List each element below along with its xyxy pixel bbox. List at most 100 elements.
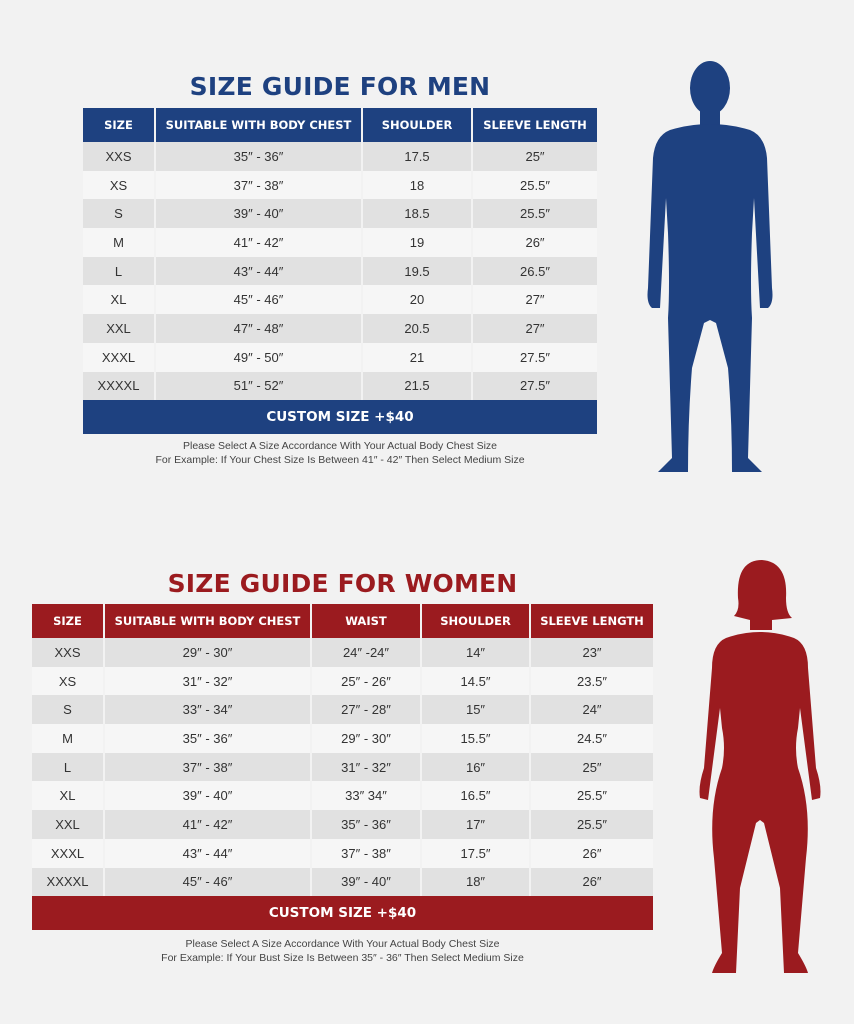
women-table-cell: 31″ - 32″ — [311, 752, 422, 782]
men-header-cell: SIZE — [83, 108, 156, 142]
men-table-cell: 18 — [362, 170, 473, 200]
women-note-line2: For Example: If Your Bust Size Is Betwee… — [161, 952, 524, 964]
women-table-cell: 25″ — [530, 752, 653, 782]
men-table-cell: XXXL — [83, 342, 156, 372]
men-table-row: XS 37″ - 38″ 18 25.5″ — [83, 170, 597, 200]
men-table-cell: 19 — [362, 228, 473, 257]
men-table-cell: 49″ - 50″ — [155, 342, 363, 372]
men-header-row: SIZE SUITABLE WITH BODY CHEST SHOULDER SLEE… — [83, 108, 597, 142]
men-table-cell: 20 — [362, 285, 473, 315]
men-table-cell: XS — [83, 170, 156, 200]
women-header-cell: SUITABLE WITH BODY CHEST — [104, 604, 312, 638]
men-table-cell: 51″ - 52″ — [155, 371, 363, 401]
women-note-line1: Please Select A Size Accordance With You… — [185, 938, 500, 950]
women-custom-size-banner: CUSTOM SIZE +$40 — [32, 896, 653, 930]
women-header-cell: SLEEVE LENGTH — [530, 604, 653, 638]
women-table-cell: 23″ — [530, 638, 653, 667]
men-table-cell: 20.5 — [362, 314, 473, 343]
men-table-cell: 26″ — [472, 228, 597, 257]
women-table-cell: XXXL — [32, 838, 105, 868]
women-table-cell: XS — [32, 666, 105, 696]
men-table-cell: 26.5″ — [472, 256, 597, 286]
women-table-cell: 14.5″ — [421, 666, 531, 696]
men-table-row: XXL 47″ - 48″ 20.5 27″ — [83, 314, 597, 343]
women-table-row: M 35″ - 36″ 29″ - 30″ 15.5″ 24.5″ — [32, 724, 653, 753]
women-table-cell: 33″ 34″ — [311, 781, 422, 811]
women-header-cell: SHOULDER — [421, 604, 531, 638]
women-table-cell: 26″ — [530, 867, 653, 897]
men-size-table: SIZE SUITABLE WITH BODY CHEST SHOULDER SLEE… — [83, 108, 597, 401]
women-table-cell: M — [32, 724, 105, 753]
men-table-row: S 39″ - 40″ 18.5 25.5″ — [83, 199, 597, 229]
men-table-row: XL 45″ - 46″ 20 27″ — [83, 285, 597, 315]
women-table-cell: 15″ — [421, 695, 531, 725]
women-table-cell: 45″ - 46″ — [104, 867, 312, 897]
men-table-row: M 41″ - 42″ 19 26″ — [83, 228, 597, 257]
women-table-cell: L — [32, 752, 105, 782]
women-table-cell: 24″ -24″ — [311, 638, 422, 667]
women-table-cell: XL — [32, 781, 105, 811]
men-table-cell: 45″ - 46″ — [155, 285, 363, 315]
men-table-cell: S — [83, 199, 156, 229]
men-table-cell: L — [83, 256, 156, 286]
women-table-cell: 17″ — [421, 810, 531, 839]
male-silhouette-icon — [647, 61, 773, 472]
women-table-cell: S — [32, 695, 105, 725]
women-table-cell: 17.5″ — [421, 838, 531, 868]
women-table-cell: 29″ - 30″ — [311, 724, 422, 753]
men-table-cell: 25.5″ — [472, 170, 597, 200]
women-table-cell: 25″ - 26″ — [311, 666, 422, 696]
women-table-cell: XXXXL — [32, 867, 105, 897]
men-table-cell: 37″ - 38″ — [155, 170, 363, 200]
women-size-table: SIZE SUITABLE WITH BODY CHEST WAIST SHOULDE… — [32, 604, 653, 897]
women-table-cell: 33″ - 34″ — [104, 695, 312, 725]
men-note-line1: Please Select A Size Accordance With You… — [182, 440, 497, 452]
women-table-cell: 37″ - 38″ — [311, 838, 422, 868]
women-table-row: XXXL 43″ - 44″ 37″ - 38″ 17.5″ 26″ — [32, 838, 653, 868]
women-note: Please Select A Size Accordance With You… — [32, 937, 653, 965]
women-table-row: XS 31″ - 32″ 25″ - 26″ 14.5″ 23.5″ — [32, 666, 653, 696]
men-table-cell: 17.5 — [362, 142, 473, 171]
men-table-cell: 21 — [362, 342, 473, 372]
men-table-cell: 27″ — [472, 285, 597, 315]
men-table-cell: 18.5 — [362, 199, 473, 229]
women-table-cell: 24.5″ — [530, 724, 653, 753]
men-table-cell: 25.5″ — [472, 199, 597, 229]
female-silhouette-icon — [699, 560, 821, 973]
women-table-cell: 39″ - 40″ — [104, 781, 312, 811]
men-table-cell: 21.5 — [362, 371, 473, 401]
women-table-cell: XXL — [32, 810, 105, 839]
women-header-cell: WAIST — [311, 604, 422, 638]
women-table-cell: 25.5″ — [530, 810, 653, 839]
women-table-cell: 23.5″ — [530, 666, 653, 696]
men-title: SIZE GUIDE FOR MEN — [189, 72, 491, 101]
women-table-row: XXS 29″ - 30″ 24″ -24″ 14″ 23″ — [32, 638, 653, 667]
women-table-cell: 43″ - 44″ — [104, 838, 312, 868]
men-note-line2: For Example: If Your Chest Size Is Betwe… — [155, 454, 525, 466]
men-table-cell: XL — [83, 285, 156, 315]
women-table-cell: 27″ - 28″ — [311, 695, 422, 725]
women-table-cell: 16″ — [421, 752, 531, 782]
women-table-cell: 18″ — [421, 867, 531, 897]
men-note: Please Select A Size Accordance With You… — [83, 439, 597, 467]
men-header-cell: SHOULDER — [362, 108, 473, 142]
men-table-cell: 27″ — [472, 314, 597, 343]
women-table-cell: 35″ - 36″ — [104, 724, 312, 753]
women-table-cell: 24″ — [530, 695, 653, 725]
women-table-cell: 31″ - 32″ — [104, 666, 312, 696]
men-table-cell: XXXXL — [83, 371, 156, 401]
women-table-row: L 37″ - 38″ 31″ - 32″ 16″ 25″ — [32, 752, 653, 782]
women-table-cell: 41″ - 42″ — [104, 810, 312, 839]
men-header-cell: SUITABLE WITH BODY CHEST — [155, 108, 363, 142]
women-table-cell: 35″ - 36″ — [311, 810, 422, 839]
women-table-cell: 29″ - 30″ — [104, 638, 312, 667]
men-table-cell: XXS — [83, 142, 156, 171]
men-table-cell: 27.5″ — [472, 342, 597, 372]
men-table-cell: 39″ - 40″ — [155, 199, 363, 229]
women-table-row: XXL 41″ - 42″ 35″ - 36″ 17″ 25.5″ — [32, 810, 653, 839]
women-table-row: XXXXL 45″ - 46″ 39″ - 40″ 18″ 26″ — [32, 867, 653, 897]
men-table-cell: 41″ - 42″ — [155, 228, 363, 257]
women-table-cell: 15.5″ — [421, 724, 531, 753]
men-header-cell: SLEEVE LENGTH — [472, 108, 597, 142]
men-table-row: XXS 35″ - 36″ 17.5 25″ — [83, 142, 597, 171]
